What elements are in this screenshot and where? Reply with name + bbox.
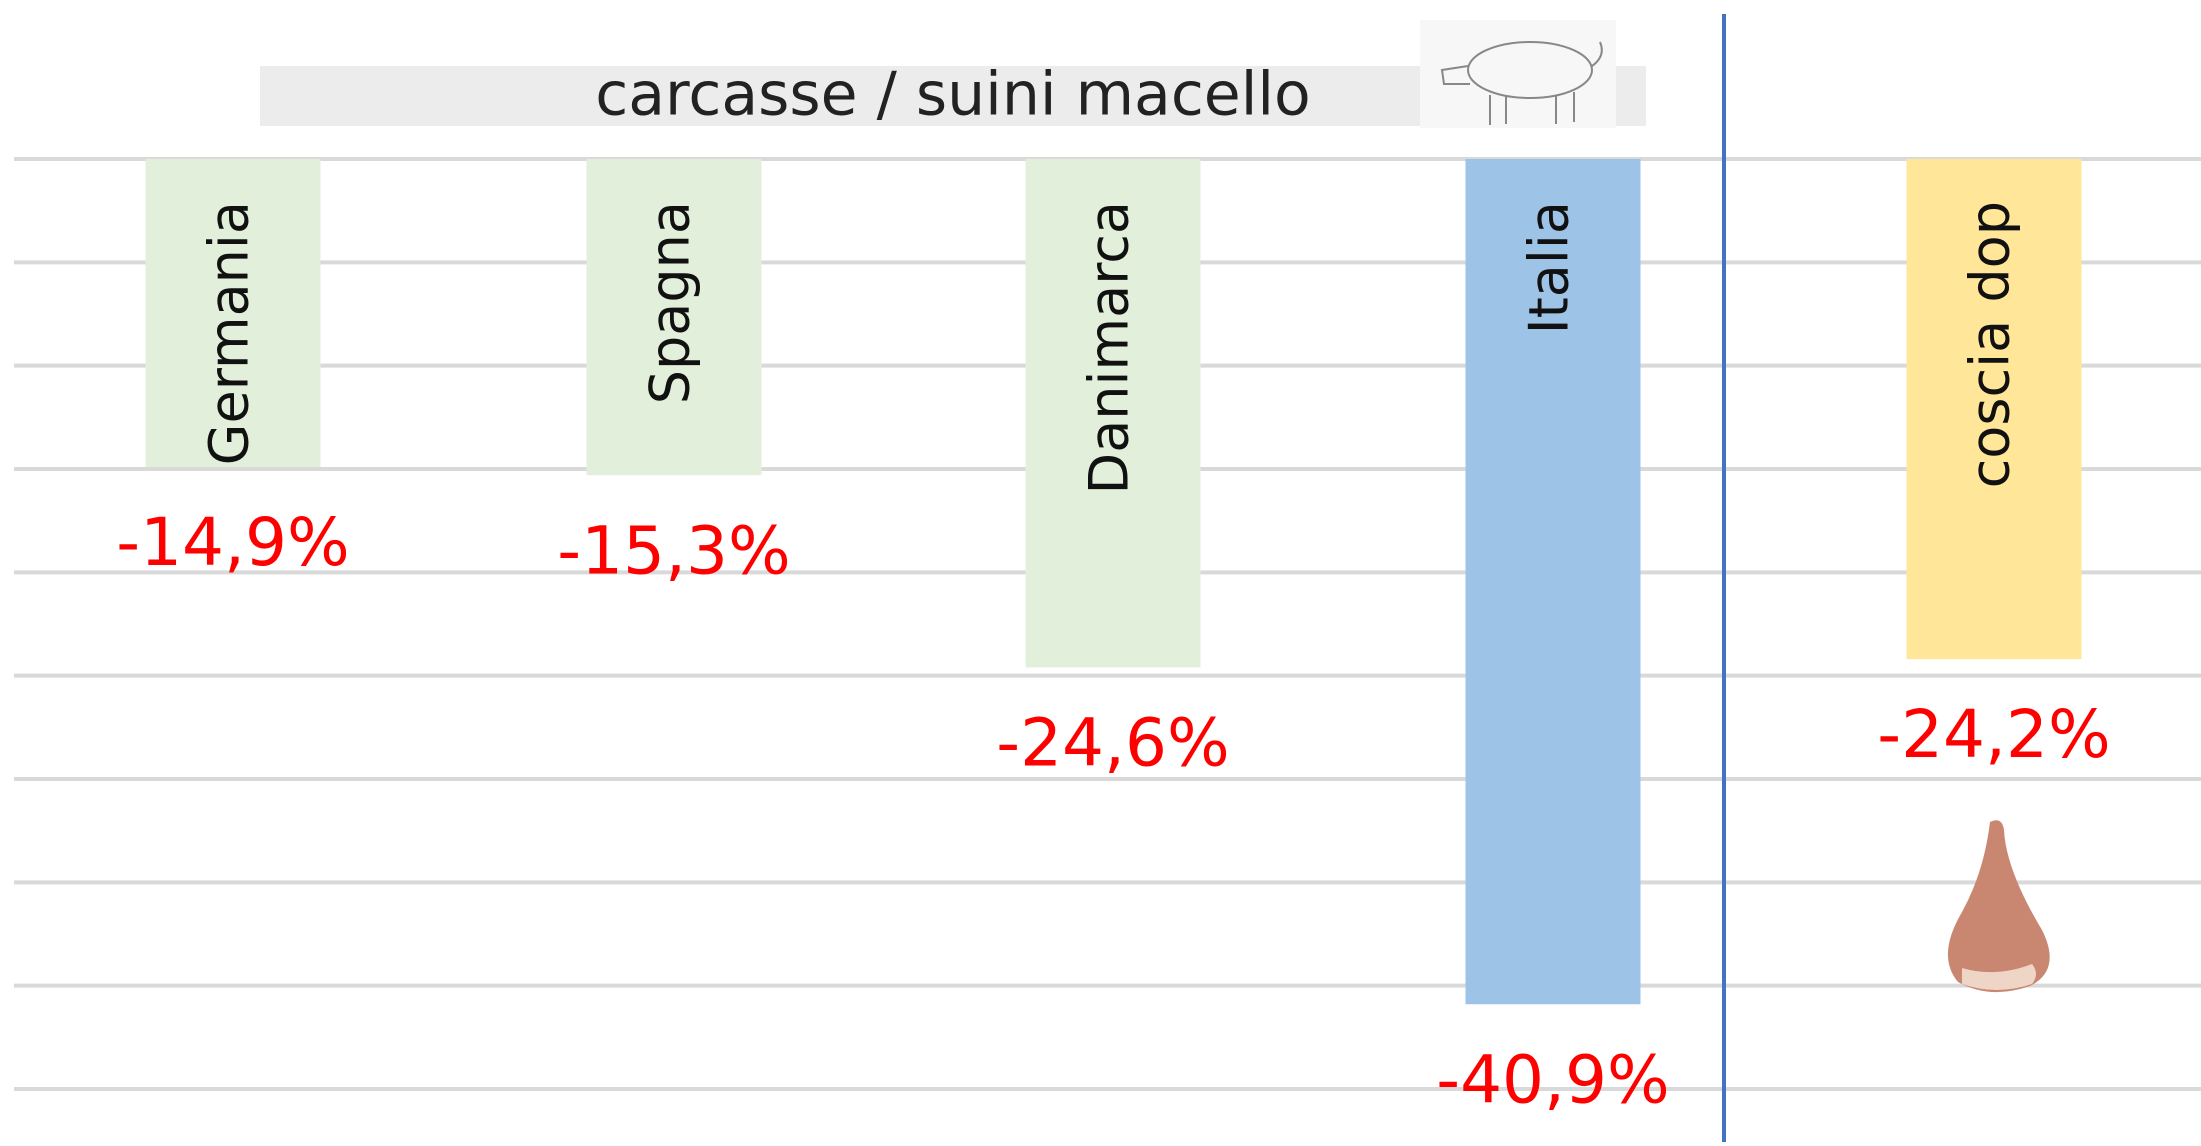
- category-label: Italia: [1518, 201, 1581, 334]
- category-label: Spagna: [639, 201, 702, 404]
- value-label: -15,3%: [557, 512, 790, 589]
- page: carcasse / suini macello Germania -14,9% S…: [0, 0, 2201, 1146]
- value-label: -40,9%: [1436, 1041, 1669, 1118]
- chart: carcasse / suini macello Germania -14,9% S…: [0, 0, 2201, 1142]
- ham-icon: [1948, 820, 2050, 992]
- category-label: Danimarca: [1078, 201, 1141, 494]
- category-label: Germania: [198, 201, 261, 465]
- value-label: -14,9%: [116, 504, 349, 581]
- chart-title: carcasse / suini macello: [595, 60, 1311, 130]
- value-label: -24,2%: [1877, 696, 2110, 773]
- value-label: -24,6%: [996, 704, 1229, 781]
- pig-icon: [1420, 20, 1616, 128]
- category-label: coscia dop: [1959, 201, 2022, 488]
